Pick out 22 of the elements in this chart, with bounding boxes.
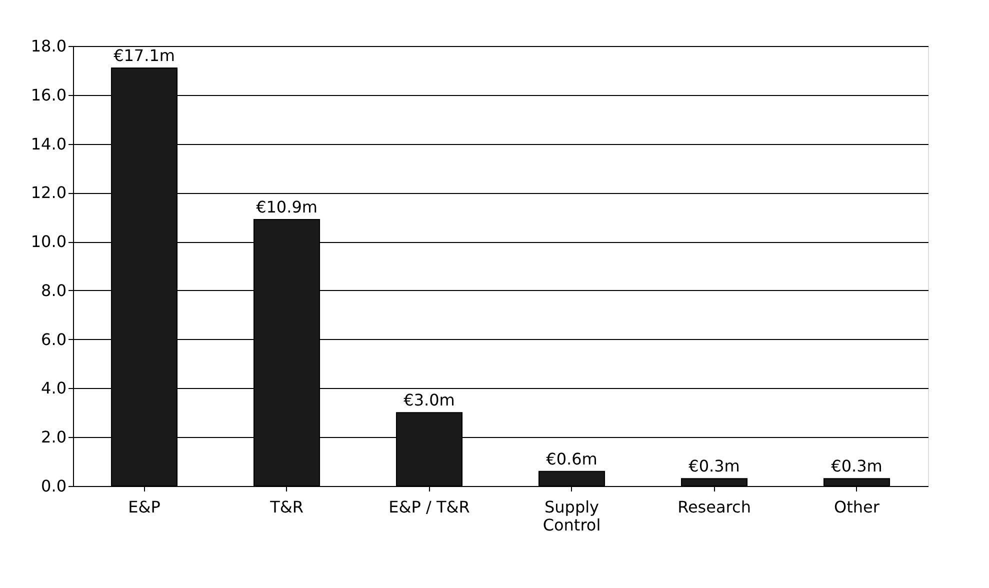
x-tick-label: T&R [269,498,304,516]
y-tick-label: 0.0 [41,476,66,496]
x-tick-label: Research [678,498,751,516]
y-tick-label: 10.0 [30,232,66,252]
y-tick-label: 16.0 [30,85,66,104]
data-label: €10.9m [256,198,318,217]
data-label: €17.1m [114,46,175,65]
y-tick-label: 6.0 [41,330,66,349]
y-tick-label: 4.0 [41,378,66,398]
data-label: €3.0m [404,390,455,410]
y-tick-label: 12.0 [30,183,66,202]
data-label: €0.3m [831,456,882,476]
y-tick-label: 14.0 [30,134,66,154]
y-tick-label: 18.0 [30,36,66,56]
x-tick-label: Other [834,498,880,516]
y-tick-label: 2.0 [41,428,66,447]
x-tick-label: E&P [128,498,161,516]
y-tick-label: 8.0 [41,280,66,300]
x-tick-label: Supply Control [542,498,601,534]
x-tick-label: E&P / T&R [388,498,470,516]
data-label: €0.6m [546,449,598,468]
data-label: €0.3m [688,456,740,476]
